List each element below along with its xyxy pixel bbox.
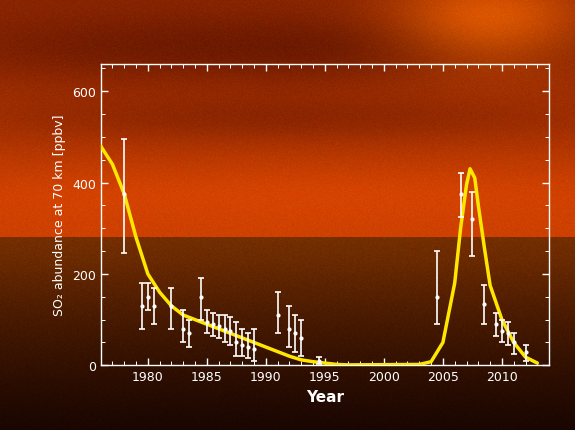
Y-axis label: SO₂ abundance at 70 km [ppbv]: SO₂ abundance at 70 km [ppbv]	[53, 114, 66, 316]
X-axis label: Year: Year	[306, 389, 344, 404]
